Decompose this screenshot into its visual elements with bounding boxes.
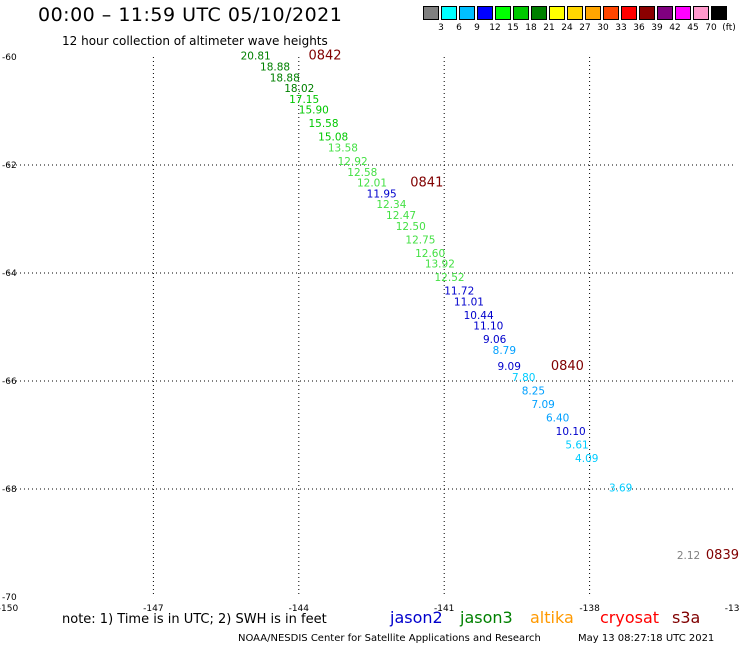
legend-label: 15	[507, 23, 519, 33]
legend-swatch	[657, 6, 673, 20]
wave-height-point: 18.02	[284, 83, 314, 95]
legend-label: 12	[489, 23, 501, 33]
wave-height-point: 10.10	[556, 426, 586, 438]
wave-height-point: 15.90	[299, 105, 329, 117]
wave-height-point: 7.80	[512, 372, 535, 384]
legend-swatch	[423, 6, 439, 20]
y-tick-label: -66	[2, 377, 17, 387]
legend-swatch	[639, 6, 655, 20]
wave-height-point: 12.60	[415, 248, 445, 260]
legend-label: 27	[579, 23, 591, 33]
legend-swatch	[567, 6, 583, 20]
legend-swatch	[441, 6, 457, 20]
wave-height-point: 20.81	[241, 51, 271, 63]
wave-height-point: 8.79	[493, 345, 516, 357]
legend-label: 33	[615, 23, 627, 33]
wave-height-point: 2.12	[677, 550, 700, 562]
credit-text: NOAA/NESDIS Center for Satellite Applica…	[238, 633, 541, 644]
wave-height-point: 17.15	[289, 94, 319, 106]
x-tick-label: -144	[289, 604, 310, 614]
wave-height-point: 12.50	[396, 221, 426, 233]
legend-swatch	[513, 6, 529, 20]
legend-label: 36	[633, 23, 645, 33]
satellite-name-jason3: jason3	[460, 608, 513, 627]
wave-height-point: 15.08	[318, 132, 348, 144]
wave-height-point: 12.58	[347, 167, 377, 179]
legend-swatch	[495, 6, 511, 20]
pass-time-label: 0842	[308, 49, 341, 64]
legend-swatch	[531, 6, 547, 20]
x-tick-label: -135	[725, 604, 740, 614]
wave-height-point: 11.72	[444, 286, 474, 298]
satellite-name-s3a: s3a	[672, 608, 701, 627]
legend-swatch	[549, 6, 565, 20]
wave-height-point: 11.10	[473, 321, 503, 333]
pass-time-label: 0841	[410, 176, 443, 191]
x-tick-label: -141	[434, 604, 454, 614]
wave-height-point: 9.09	[498, 361, 521, 373]
satellite-name-jason2: jason2	[390, 608, 443, 627]
wave-height-point: 12.47	[386, 210, 416, 222]
wave-height-point: 12.92	[338, 156, 368, 168]
wave-height-point: 12.34	[376, 199, 406, 211]
wave-height-point: 7.09	[531, 399, 554, 411]
chart-subtitle: 12 hour collection of altimeter wave hei…	[62, 34, 328, 48]
legend-label: 24	[561, 23, 573, 33]
wave-height-point: 8.25	[522, 386, 545, 398]
wave-height-point: 12.52	[435, 272, 465, 284]
legend-label: 70	[705, 23, 717, 33]
wave-height-point: 18.88	[270, 72, 300, 84]
wave-height-point: 15.58	[308, 118, 338, 130]
legend-swatch	[585, 6, 601, 20]
wave-height-point: 4.09	[575, 453, 598, 465]
x-tick-label: -138	[579, 604, 600, 614]
y-tick-label: -60	[2, 53, 17, 63]
legend-swatch	[711, 6, 727, 20]
wave-height-point: 13.92	[425, 259, 455, 271]
legend-swatch	[477, 6, 493, 20]
satellite-name-altika: altika	[530, 608, 574, 627]
y-tick-label: -64	[2, 269, 17, 279]
legend-swatch	[459, 6, 475, 20]
legend-swatch	[693, 6, 709, 20]
legend-label: 9	[474, 23, 480, 33]
wave-height-point: 13.58	[328, 143, 358, 155]
legend-label: 3	[438, 23, 444, 33]
y-tick-label: -68	[2, 485, 17, 495]
wave-height-point: 5.61	[565, 440, 588, 452]
y-tick-label: -62	[2, 161, 17, 171]
legend-label: 6	[456, 23, 462, 33]
footer-note: note: 1) Time is in UTC; 2) SWH is in fe…	[62, 612, 327, 627]
wave-height-point: 11.01	[454, 296, 484, 308]
legend-label: 18	[525, 23, 537, 33]
wave-height-point: 18.88	[260, 62, 290, 74]
wave-height-point: 12.01	[357, 178, 387, 190]
wave-height-point: 9.06	[483, 334, 507, 346]
legend-swatch	[675, 6, 691, 20]
legend-label: 21	[543, 23, 555, 33]
pass-time-label: 0839	[706, 548, 739, 563]
legend-label: 39	[651, 23, 663, 33]
legend-swatch	[603, 6, 619, 20]
legend-label: (ft)	[722, 23, 736, 33]
wave-height-point: 10.44	[464, 310, 494, 322]
legend-label: 30	[597, 23, 609, 33]
pass-time-label: 0840	[551, 359, 584, 374]
x-tick-label: -150	[0, 604, 18, 614]
chart-title: 00:00 – 11:59 UTC 05/10/2021	[38, 4, 343, 26]
legend-label: 42	[669, 23, 681, 33]
wave-height-point: 12.75	[405, 234, 435, 246]
y-tick-label: -70	[2, 593, 17, 603]
satellite-name-cryosat: cryosat	[600, 608, 660, 627]
legend-swatch	[621, 6, 637, 20]
generated-timestamp: May 13 08:27:18 UTC 2021	[578, 633, 715, 644]
wave-height-point: 3.69	[609, 483, 632, 495]
wave-height-point: 11.95	[367, 188, 397, 200]
legend-label: 45	[687, 23, 699, 33]
wave-height-point: 6.40	[546, 413, 569, 425]
x-tick-label: -147	[143, 604, 163, 614]
